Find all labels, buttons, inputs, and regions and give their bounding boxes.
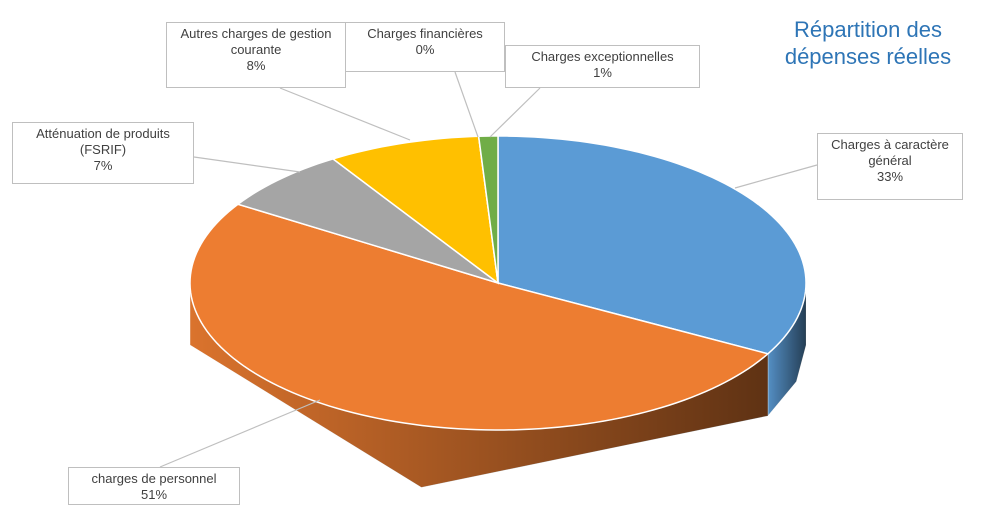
slice [189, 203, 770, 431]
side-shade [767, 283, 806, 416]
data-label: charges de personnel 51% [68, 467, 240, 505]
leader-line [279, 87, 411, 141]
data-label: Atténuation de produits (FSRIF) 7% [12, 122, 194, 184]
label-value: 0% [415, 42, 435, 57]
chart-title: Répartition des dépenses réelles [784, 17, 952, 69]
label-value: 33% [876, 169, 904, 184]
label-value: 51% [140, 487, 168, 502]
leader-line [489, 87, 541, 138]
leader-line [193, 156, 301, 173]
slice [497, 135, 807, 355]
data-label: Charges financières 0% [345, 22, 505, 72]
slice [477, 135, 499, 284]
data-label: Autres charges de gestion courante 8% [166, 22, 346, 88]
label-name: Autres charges de gestion courante [180, 26, 332, 57]
label-value: 7% [93, 158, 113, 173]
leader-line [734, 164, 818, 189]
label-name: Charges financières [367, 26, 483, 41]
label-name: Atténuation de produits (FSRIF) [36, 126, 170, 157]
leader-line [454, 71, 479, 138]
label-name: charges de personnel [91, 471, 217, 486]
leader-line [159, 399, 321, 468]
data-label: Charges à caractère général 33% [817, 133, 963, 200]
slice [236, 158, 499, 284]
label-name: Charges à caractère général [831, 137, 949, 168]
label-name: Charges exceptionnelles [531, 49, 674, 64]
slice [331, 135, 499, 285]
side-shade [190, 283, 768, 488]
data-label: Charges exceptionnelles 1% [505, 45, 700, 88]
label-value: 1% [593, 65, 612, 80]
label-value: 8% [246, 58, 266, 73]
